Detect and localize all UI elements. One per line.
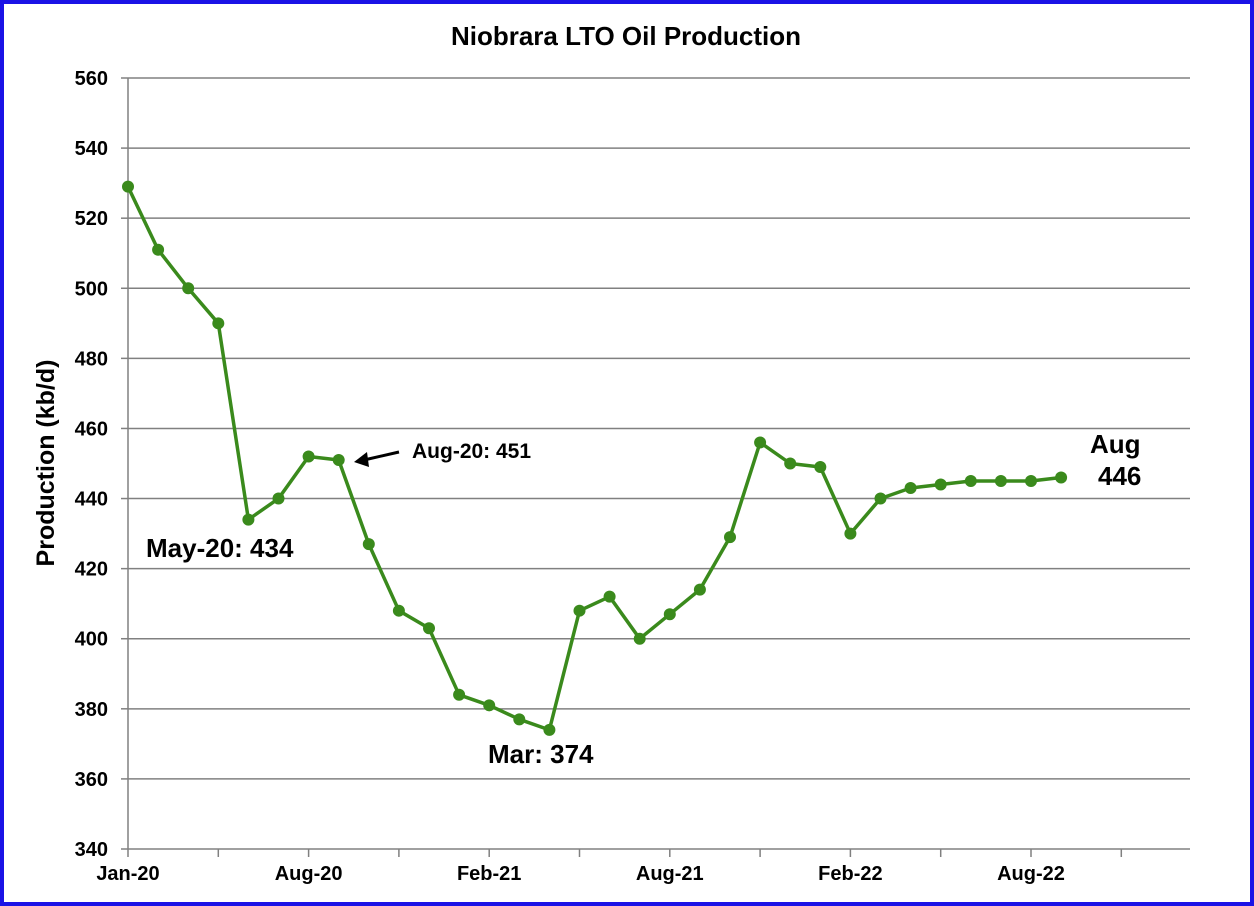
data-point: [603, 590, 616, 603]
data-point: [633, 632, 646, 645]
data-point: [302, 450, 315, 463]
data-point: [904, 482, 917, 495]
data-point: [994, 475, 1007, 488]
data-point: [1055, 471, 1068, 484]
data-point: [663, 608, 676, 621]
data-point: [212, 317, 225, 330]
grid: [128, 77, 1190, 780]
chart-title: Niobrara LTO Oil Production: [451, 21, 801, 51]
data-point: [844, 527, 857, 540]
x-tick-label: Aug-22: [997, 863, 1065, 885]
x-tick-label: Jan-20: [96, 863, 159, 885]
x-tick-label: Aug-20: [275, 863, 343, 885]
annotation-may20: May-20: 434: [146, 533, 294, 563]
y-tick-label: 560: [75, 68, 108, 90]
x-tick-label: Feb-22: [818, 863, 882, 885]
data-point: [964, 475, 977, 488]
data-point: [724, 531, 736, 544]
data-point: [332, 453, 345, 466]
y-tick-labels: 340 360 380 400 420 440 460 480 500 520 540 560: [75, 68, 108, 861]
data-point: [182, 282, 195, 295]
data-point: [693, 583, 706, 596]
data-point: [483, 699, 496, 712]
x-tick-label: Feb-21: [457, 863, 521, 885]
data-point: [543, 723, 556, 736]
data-point: [272, 492, 285, 505]
data-point: [754, 436, 767, 449]
y-tick-label: 340: [75, 839, 108, 861]
data-point: [814, 461, 827, 474]
axes: [121, 77, 1190, 857]
annotations: Aug-20: 451 May-20: 434 Mar: 374 Aug 446: [146, 429, 1141, 769]
y-tick-label: 460: [75, 418, 108, 440]
y-tick-label: 420: [75, 559, 108, 581]
y-tick-label: 500: [75, 278, 108, 300]
y-tick-label: 440: [75, 489, 108, 511]
data-point: [362, 538, 375, 551]
y-tick-label: 380: [75, 699, 108, 721]
data-point: [513, 713, 526, 726]
data-point: [784, 457, 797, 470]
x-tick-label: Aug-21: [636, 863, 704, 885]
data-point: [874, 492, 887, 505]
data-point: [152, 243, 165, 256]
data-point: [934, 478, 947, 491]
data-point: [423, 622, 435, 635]
annotation-aug-value: 446: [1098, 461, 1141, 491]
annotation-aug20: Aug-20: 451: [412, 440, 531, 463]
annotation-mar: Mar: 374: [488, 739, 594, 769]
y-tick-label: 540: [75, 138, 108, 160]
y-tick-label: 520: [75, 208, 108, 230]
annotation-arrow: [354, 450, 400, 467]
data-point: [453, 688, 466, 701]
y-axis-label: Production (kb/d): [32, 360, 60, 567]
y-tick-label: 360: [75, 769, 108, 791]
data-point: [573, 604, 586, 617]
data-point: [392, 604, 405, 617]
data-point: [242, 513, 255, 526]
y-tick-label: 400: [75, 629, 108, 651]
x-tick-labels: Jan-20 Aug-20 Feb-21 Aug-21 Feb-22 Aug-22: [96, 863, 1065, 885]
series: [122, 180, 1068, 736]
annotation-aug-label: Aug: [1090, 429, 1141, 459]
y-tick-label: 480: [75, 348, 108, 370]
data-point: [122, 180, 134, 193]
data-point: [1025, 475, 1037, 488]
series-line: [126, 185, 1062, 732]
